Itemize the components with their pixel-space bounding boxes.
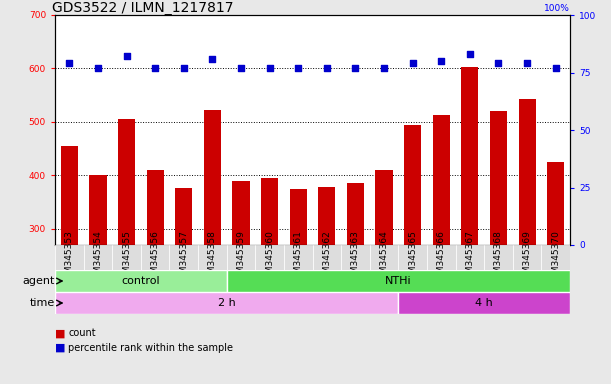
Bar [427,245,456,270]
Text: time: time [30,298,55,308]
Bar [112,245,141,270]
Point [465,51,475,57]
Bar [141,245,169,270]
Point [408,60,417,66]
Point [64,60,74,66]
Bar [513,245,541,270]
Bar [232,181,249,245]
Bar [375,170,393,245]
Text: GSM345361: GSM345361 [294,230,302,285]
Bar [541,245,570,270]
Text: ■: ■ [55,343,65,353]
Bar [227,270,570,292]
Bar [461,67,478,245]
Text: ■: ■ [55,328,65,338]
Point [93,65,103,71]
Bar [490,111,507,245]
Bar [347,184,364,245]
Bar [169,245,198,270]
Point [436,58,446,64]
Point [522,60,532,66]
Bar [147,170,164,245]
Text: 2 h: 2 h [218,298,236,308]
Text: percentile rank within the sample: percentile rank within the sample [68,343,233,353]
Bar [118,119,135,245]
Text: NTHi: NTHi [385,276,412,286]
Bar [204,110,221,245]
Text: GSM345363: GSM345363 [351,230,360,285]
Bar [370,245,398,270]
Point [122,53,131,60]
Bar [55,292,398,314]
Bar [175,188,192,245]
Bar [227,245,255,270]
Text: GSM345355: GSM345355 [122,230,131,285]
Text: GSM345368: GSM345368 [494,230,503,285]
Bar [398,292,570,314]
Bar [433,115,450,245]
Text: GSM345353: GSM345353 [65,230,74,285]
Text: GSM345356: GSM345356 [151,230,159,285]
Text: GSM345364: GSM345364 [379,230,389,285]
Bar [255,245,284,270]
Point [265,65,274,71]
Text: GSM345370: GSM345370 [551,230,560,285]
Text: count: count [68,328,96,338]
Text: 4 h: 4 h [475,298,493,308]
Text: GSM345354: GSM345354 [93,230,103,285]
Bar [456,245,484,270]
Bar [261,178,278,245]
Bar [290,189,307,245]
Bar [55,245,84,270]
Bar [318,187,335,245]
Text: GDS3522 / ILMN_1217817: GDS3522 / ILMN_1217817 [53,1,234,15]
Text: GSM345369: GSM345369 [522,230,532,285]
Point [208,56,218,62]
Point [494,60,503,66]
Point [150,65,160,71]
Point [293,65,303,71]
Text: control: control [122,276,160,286]
Text: agent: agent [23,276,55,286]
Text: GSM345360: GSM345360 [265,230,274,285]
Bar [198,245,227,270]
Point [236,65,246,71]
Text: GSM345366: GSM345366 [437,230,446,285]
Point [322,65,332,71]
Bar [404,125,421,245]
Bar [484,245,513,270]
Text: 100%: 100% [544,4,570,13]
Bar [547,162,565,245]
Bar [341,245,370,270]
Bar [89,175,106,245]
Point [551,65,560,71]
Bar [84,245,112,270]
Bar [55,270,227,292]
Point [379,65,389,71]
Text: GSM345359: GSM345359 [236,230,246,285]
Point [351,65,360,71]
Bar [60,146,78,245]
Text: GSM345365: GSM345365 [408,230,417,285]
Point [179,65,189,71]
Bar [398,245,427,270]
Text: GSM345358: GSM345358 [208,230,217,285]
Bar [312,245,341,270]
Text: GSM345357: GSM345357 [179,230,188,285]
Text: GSM345362: GSM345362 [323,230,331,285]
Bar [284,245,312,270]
Bar [519,99,536,245]
Text: GSM345367: GSM345367 [466,230,474,285]
